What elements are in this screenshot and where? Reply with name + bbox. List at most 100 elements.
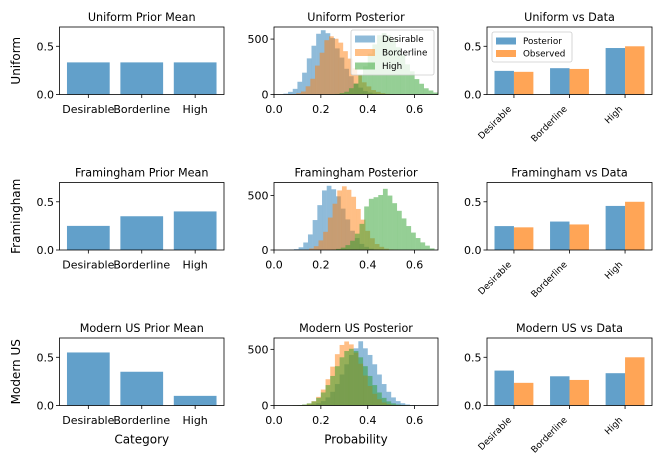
hist-bin-desirable (316, 33, 321, 95)
x-tick-label: High (183, 414, 208, 427)
plot-area (66, 211, 217, 250)
x-tick-label: 0.6 (406, 414, 424, 427)
hist-bin-borderline (305, 86, 311, 95)
legend-swatch-observed (496, 50, 516, 57)
hist-bin-desirable (317, 205, 323, 250)
bar-posterior-borderline (550, 376, 570, 406)
subplot-modern-us-posterior: 0 500 0.0 0.2 0.4 0.6 Modern US Posterior Proba… (248, 322, 439, 447)
hist-bin-high (345, 245, 351, 250)
hist-bin-borderline (313, 246, 319, 250)
hist-bin-high (433, 92, 438, 95)
hist-bin-borderline (315, 65, 320, 95)
hist-bin-high (340, 247, 346, 250)
y-tick-label: 500 (248, 343, 269, 356)
hist-bin-desirable (381, 384, 387, 406)
legend: Posterior Observed (491, 31, 573, 63)
subplot-uniform-posterior: 0 500 0.0 0.2 0.4 0.6 Uniform Posterior Desirab… (248, 11, 439, 116)
plot-area (289, 185, 435, 250)
hist-bin-high (423, 88, 429, 95)
plot-area (494, 46, 645, 95)
hist-bin-high (425, 245, 430, 250)
y-tick-label: 0.5 (464, 351, 482, 364)
y-axis-label: Modern US (9, 339, 23, 404)
legend-label: High (382, 62, 402, 72)
hist-bin-desirable (311, 45, 317, 95)
x-tick-label: 0.2 (312, 259, 330, 272)
hist-bin-high (354, 233, 360, 250)
y-tick-label: 0.5 (464, 196, 482, 209)
hist-bin-high (339, 357, 345, 406)
bar-high (173, 62, 217, 95)
x-tick-label: Desirable (62, 414, 114, 427)
bar-borderline (120, 62, 164, 95)
bar-posterior-borderline (550, 68, 570, 95)
hist-bin-high (395, 404, 401, 406)
bar-high (173, 395, 217, 406)
x-tick-label: 0.4 (359, 259, 377, 272)
hist-bin-desirable (288, 91, 293, 95)
bar-desirable (66, 62, 110, 95)
hist-bin-borderline (319, 52, 325, 95)
bar-observed-high (625, 46, 645, 95)
y-tick-label: 0.5 (37, 40, 55, 53)
hist-bin-borderline (352, 68, 358, 95)
x-tick-label: Borderline (113, 414, 170, 427)
hist-bin-desirable (306, 58, 312, 95)
legend-swatch-borderline (355, 49, 375, 56)
hist-bin-high (367, 375, 373, 406)
hist-bin-borderline (327, 217, 333, 250)
bar-observed-borderline (569, 68, 589, 95)
hist-bin-desirable (391, 397, 396, 406)
hist-bin-high (405, 64, 410, 95)
y-tick-label: 0 (262, 89, 269, 102)
bar-borderline (120, 371, 164, 406)
hist-bin-borderline (300, 91, 306, 95)
hist-bin-high (387, 195, 393, 250)
hist-bin-high (302, 404, 307, 406)
subplot-title: Framingham Posterior (294, 167, 418, 180)
bar-posterior-high (605, 373, 626, 406)
bar-observed-borderline (569, 224, 589, 250)
hist-bin-high (406, 226, 412, 250)
legend-swatch-desirable (355, 35, 375, 43)
x-tick-label: 0.0 (265, 414, 283, 427)
hist-bin-high (414, 79, 420, 95)
hist-bin-desirable (292, 88, 298, 95)
hist-bin-borderline (343, 51, 348, 95)
hist-bin-high (386, 401, 392, 406)
bar-observed-borderline (569, 379, 589, 406)
x-tick-label: High (183, 103, 208, 116)
bar-observed-desirable (513, 71, 534, 95)
hist-bin-borderline (329, 36, 334, 95)
y-tick-label: 0.0 (464, 89, 482, 102)
subplot-framingham-posterior: 0 500 0.0 0.2 0.4 0.6 Framingham Posterior (248, 167, 439, 272)
hist-bin-high (334, 366, 340, 406)
hist-bin-high (391, 403, 396, 406)
hist-bin-borderline (338, 42, 344, 95)
y-tick-label: 0.5 (37, 196, 55, 209)
subplot-title: Uniform Posterior (307, 11, 405, 24)
hist-bin-desirable (293, 249, 299, 250)
hist-bin-high (368, 198, 374, 250)
hist-bin-desirable (405, 404, 410, 406)
legend-label: Posterior (523, 37, 562, 47)
hist-bin-high (363, 66, 368, 95)
bar-observed-high (625, 357, 645, 406)
hist-bin-borderline (346, 189, 352, 250)
hist-bin-high (364, 206, 369, 250)
hist-bin-high (411, 232, 416, 250)
bar-observed-high (625, 201, 645, 250)
legend-swatch-posterior (496, 37, 516, 45)
x-tick-label: 0.4 (359, 103, 377, 116)
hist-bin-desirable (298, 247, 304, 250)
subplot-title: Uniform Prior Mean (88, 11, 196, 24)
hist-bin-desirable (312, 220, 318, 250)
y-tick-label: 0.0 (37, 244, 55, 257)
subplot-title: Framingham vs Data (511, 167, 627, 180)
hist-bin-high (353, 351, 359, 406)
hist-bin-desirable (283, 93, 289, 95)
y-tick-label: 0.0 (464, 244, 482, 257)
hist-bin-high (336, 248, 341, 250)
